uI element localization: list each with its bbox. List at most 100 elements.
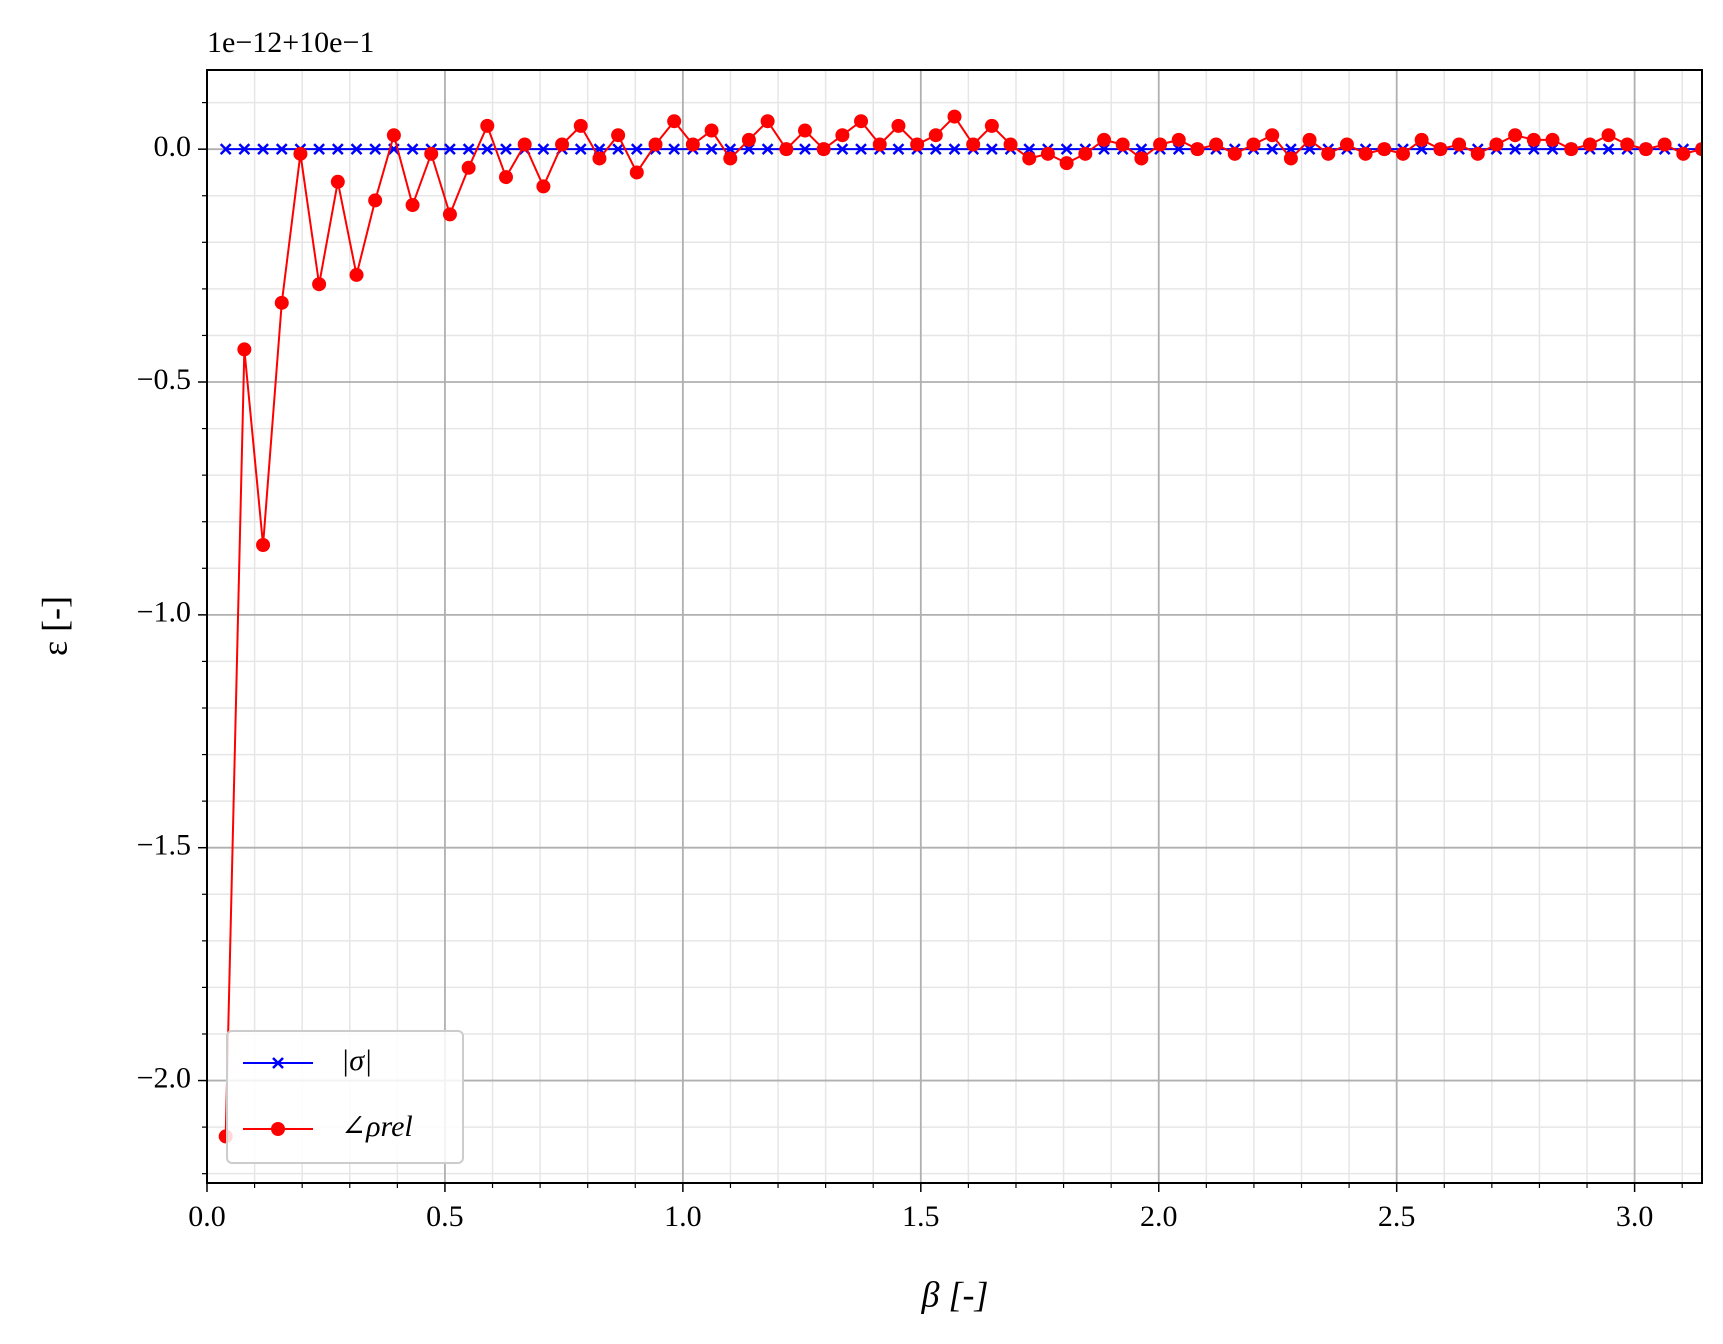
marker (611, 128, 626, 143)
plot-frame (206, 69, 1703, 1184)
marker (947, 109, 962, 124)
marker (1396, 146, 1411, 161)
marker (1339, 137, 1354, 152)
marker (1676, 146, 1691, 161)
marker (237, 342, 252, 357)
marker (1059, 156, 1074, 171)
marker (386, 128, 401, 143)
x-tick-label: 1.0 (664, 1200, 702, 1233)
marker (573, 118, 588, 133)
marker (668, 143, 681, 156)
marker (891, 118, 906, 133)
marker (442, 207, 457, 222)
y-tick-label: −1.5 (137, 829, 191, 862)
marker (667, 114, 682, 129)
marker (424, 146, 439, 161)
marker (855, 143, 867, 156)
marker (779, 142, 794, 157)
legend-label: ∠ρrel (341, 1110, 413, 1143)
marker (1601, 128, 1616, 143)
x-tick-label: 3.0 (1616, 1200, 1654, 1233)
marker (612, 143, 624, 156)
marker (1377, 142, 1392, 157)
marker (1508, 128, 1523, 143)
marker (816, 142, 831, 157)
marker (293, 146, 308, 161)
marker (257, 143, 269, 156)
legend-label: |σ| (341, 1044, 372, 1077)
marker (948, 143, 961, 156)
x-tick-label: 0.5 (426, 1200, 464, 1233)
marker (462, 143, 475, 156)
marker (1470, 146, 1485, 161)
marker (966, 137, 981, 152)
marker (1564, 142, 1579, 157)
marker (705, 143, 718, 156)
marker (313, 143, 325, 156)
marker (761, 143, 774, 156)
marker (1153, 137, 1168, 152)
marker (349, 267, 364, 282)
marker (1115, 137, 1130, 152)
series-line (224, 115, 1702, 1137)
marker (704, 123, 719, 138)
marker (1545, 132, 1560, 147)
marker (406, 143, 419, 156)
marker (1695, 142, 1702, 157)
offset-text: 1e−12+10e−1 (207, 26, 374, 59)
marker (648, 137, 663, 152)
marker (1358, 146, 1373, 161)
x-axis-label: β [-] (921, 1274, 989, 1314)
marker (481, 143, 494, 156)
marker (537, 143, 550, 156)
marker (1452, 137, 1467, 152)
marker (985, 143, 998, 156)
marker (272, 1057, 284, 1069)
marker (1602, 143, 1615, 156)
marker (1022, 151, 1037, 166)
marker (500, 143, 512, 156)
marker (1171, 132, 1186, 147)
marker (741, 132, 756, 147)
marker (892, 143, 905, 156)
marker (480, 118, 495, 133)
marker (835, 128, 850, 143)
marker (1060, 143, 1073, 156)
marker (274, 295, 289, 310)
marker (517, 137, 532, 152)
marker (1620, 137, 1635, 152)
x-tick-label: 2.0 (1140, 1200, 1178, 1233)
marker (1134, 151, 1149, 166)
x-tick-label: 2.5 (1378, 1200, 1416, 1233)
marker (574, 143, 587, 156)
marker (1509, 143, 1522, 156)
y-axis-label: ε [-] (34, 596, 74, 656)
marker (312, 277, 327, 292)
marker (760, 114, 775, 129)
marker (799, 143, 811, 156)
marker (854, 114, 869, 129)
marker (271, 1122, 285, 1136)
marker (723, 151, 738, 166)
marker (1433, 142, 1448, 157)
x-tick-label: 0.0 (188, 1200, 226, 1233)
marker (1283, 151, 1298, 166)
marker (1657, 137, 1672, 152)
marker (928, 128, 943, 143)
marker (1321, 146, 1336, 161)
marker (1638, 142, 1653, 157)
marker (1040, 146, 1055, 161)
marker (1078, 146, 1093, 161)
marker (275, 143, 288, 156)
x-tick-label: 1.5 (902, 1200, 940, 1233)
marker (1414, 132, 1429, 147)
plot-area (218, 109, 1702, 1144)
marker (238, 143, 251, 156)
marker (331, 143, 344, 156)
marker (444, 143, 456, 156)
marker (555, 137, 570, 152)
marker (685, 137, 700, 152)
marker (1266, 143, 1279, 156)
marker (330, 174, 345, 189)
